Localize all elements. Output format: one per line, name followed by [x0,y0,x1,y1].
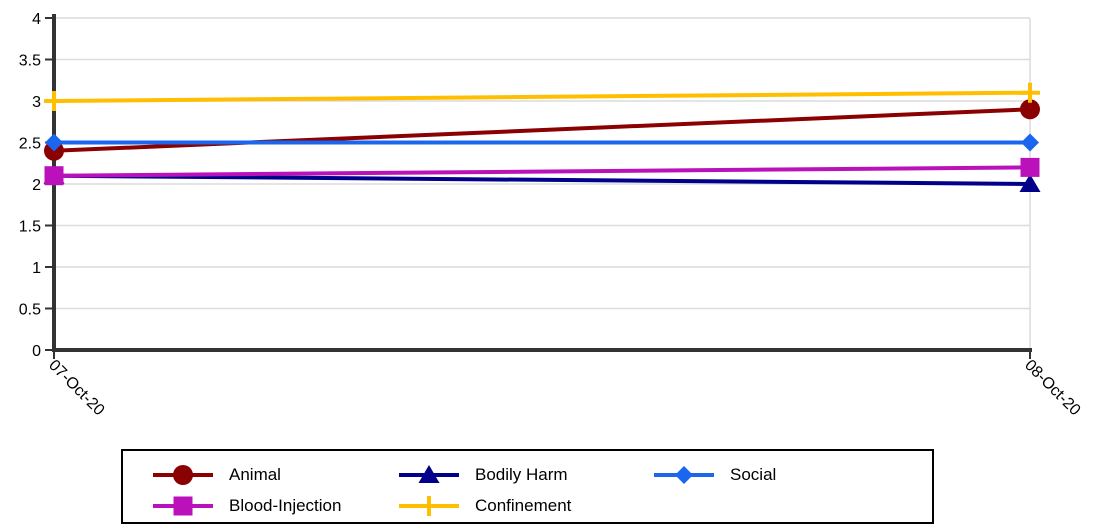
series-line-bodily-harm [53,173,1031,186]
data-point-confinement [1020,82,1040,103]
x-tick-label: 08-Oct-20 [1021,357,1083,419]
legend-item-social: Social [652,461,776,489]
legend-marker [675,466,693,484]
legend: Animal Bodily Harm Social Blood-Injectio… [121,449,934,524]
y-axis-ticks: 0 0.5 1 1.5 2 2.5 3 3.5 4 [19,11,54,360]
series-line-animal [53,107,1031,153]
series-blood-injection [44,157,1040,186]
data-point-blood-injection [1020,157,1040,177]
legend-label-bodily-harm: Bodily Harm [475,465,568,484]
data-point-social [1021,133,1039,152]
legend-marker [173,496,193,516]
y-tick-label: 0.5 [19,302,41,319]
x-tick-label: 07-Oct-20 [45,357,107,419]
series-confinement [44,82,1040,111]
data-point-animal [1020,99,1040,120]
legend-label-social: Social [730,465,777,484]
legend-swatch-social [654,466,714,484]
legend-label-animal: Animal [229,465,281,484]
y-tick-label: 4 [32,11,41,28]
y-tick-label: 0 [32,343,41,360]
legend-item-bodily-harm: Bodily Harm [397,461,568,489]
y-tick-label: 3 [32,94,41,111]
legend-marker [173,465,193,485]
legend-item-blood-injection: Blood-Injection [151,492,341,520]
legend-marker [418,465,440,483]
y-tick-label: 3.5 [19,53,41,70]
legend-swatch-bodily-harm [399,465,459,483]
legend-swatch-confinement [399,496,459,516]
data-point-bodily-harm [1019,174,1041,192]
y-tick-label: 1 [32,260,41,277]
series-animal [44,99,1040,161]
y-tick-label: 2 [32,177,41,194]
series-line-blood-injection [53,165,1031,178]
series-lines [43,82,1041,192]
legend-label-blood-injection: Blood-Injection [229,496,342,515]
data-point-blood-injection [44,166,64,186]
legend-label-confinement: Confinement [475,496,572,515]
y-tick-label: 1.5 [19,219,41,236]
legend-marker [419,496,439,516]
x-axis-ticks: 07-Oct-20 08-Oct-20 [45,350,1084,419]
data-point-confinement [44,91,64,111]
data-point-social [45,133,63,152]
legend-swatch-animal [153,465,213,485]
legend-item-confinement: Confinement [397,492,571,520]
series-social [45,133,1039,152]
y-tick-label: 2.5 [19,136,41,153]
legend-swatch-blood-injection [153,496,213,516]
series-line-confinement [53,90,1031,103]
legend-item-animal: Animal [151,461,281,489]
